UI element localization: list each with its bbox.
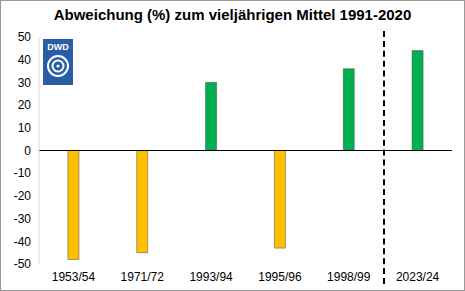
svg-text:-20: -20 (14, 189, 32, 203)
svg-text:-10: -10 (14, 166, 32, 180)
svg-text:10: 10 (18, 121, 32, 135)
svg-text:-40: -40 (14, 235, 32, 249)
svg-text:30: 30 (18, 76, 32, 90)
svg-text:20: 20 (18, 98, 32, 112)
svg-text:1953/54: 1953/54 (52, 270, 96, 284)
svg-text:0: 0 (24, 144, 31, 158)
svg-text:1995/96: 1995/96 (258, 270, 302, 284)
svg-text:1971/72: 1971/72 (121, 270, 165, 284)
svg-text:50: 50 (18, 30, 32, 44)
svg-text:1998/99: 1998/99 (327, 270, 371, 284)
html-text:Abweichung (%) zum vieljährige: Abweichung (%) zum vieljährigen Mittel 1… (53, 6, 412, 23)
svg-text:1993/94: 1993/94 (189, 270, 233, 284)
svg-text:40: 40 (18, 53, 32, 67)
svg-text:-50: -50 (14, 257, 32, 271)
svg-text:-30: -30 (14, 212, 32, 226)
html-text:DWD: DWD (47, 42, 69, 52)
svg-text:2023/24: 2023/24 (396, 270, 440, 284)
